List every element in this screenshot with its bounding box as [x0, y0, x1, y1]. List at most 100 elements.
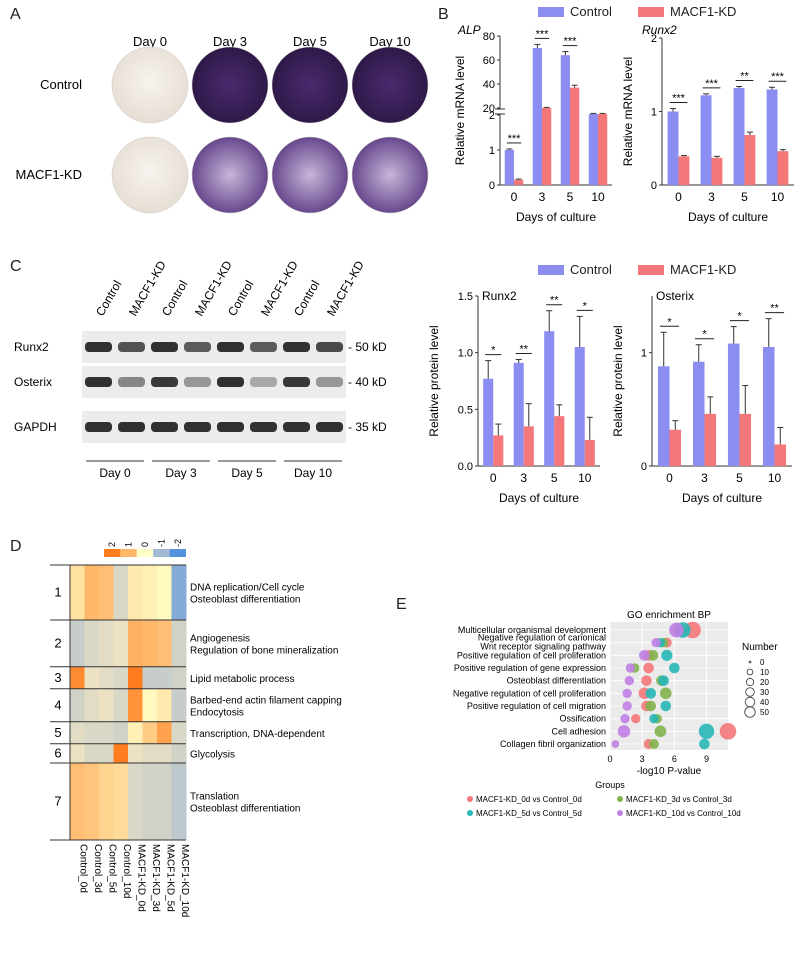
y-tick-label: 1: [489, 145, 495, 157]
cluster-annotation: Translation: [190, 792, 239, 803]
y-tick-label: 80: [483, 31, 495, 43]
significance-label: ***: [536, 28, 550, 40]
heatmap-cell: [99, 721, 114, 744]
legend-b: Control MACF1-KD: [538, 4, 798, 24]
colorbar-segment: [120, 549, 137, 557]
legend-kd-label: MACF1-KD: [670, 4, 737, 19]
cluster-annotation: Lipid metabolic process: [190, 674, 295, 685]
x-tick-label: 3: [520, 471, 527, 485]
legend-control-label: Control: [570, 262, 612, 277]
y-tick-label: 0.5: [458, 404, 473, 416]
cluster-annotation: Osteoblast differentiation: [190, 804, 300, 815]
group-legend-dot: [617, 796, 623, 802]
bar: [727, 343, 740, 466]
bar: [598, 114, 608, 185]
go-bubble: [659, 687, 672, 700]
heatmap-cell: [142, 763, 158, 840]
column-label: MACF1-KD_5d: [164, 844, 175, 912]
protein-label: Runx2: [14, 340, 49, 354]
go-bubble: [660, 700, 672, 712]
y-axis-label: Relative mRNA level: [453, 56, 467, 165]
heatmap-cell: [142, 620, 158, 667]
cluster-annotation: Regulation of bone mineralization: [190, 645, 338, 656]
heatmap-cell: [171, 688, 187, 722]
cluster-number: 4: [54, 697, 61, 712]
go-bubble: [654, 725, 667, 738]
go-term-label: Negative regulation of cell proliferatio…: [453, 688, 606, 698]
size-legend-title: Number: [742, 642, 778, 653]
plate-column-label: Day 5: [293, 34, 327, 49]
size-legend-label: 20: [760, 678, 769, 687]
panel-label-e: E: [396, 596, 407, 613]
cluster-annotation: Endocytosis: [190, 707, 244, 718]
mw-marker: - 35 kD: [348, 420, 387, 434]
heatmap-cell: [113, 666, 129, 689]
panel-label-c: C: [10, 258, 22, 275]
chart-title: Runx2: [482, 289, 517, 303]
go-term-label: Positive regulation of gene expression: [454, 663, 606, 673]
heatmap-cell: [99, 620, 114, 667]
x-tick-label: 10: [591, 190, 605, 204]
protein-band: [184, 342, 211, 352]
go-bubble: [617, 725, 631, 738]
go-term-label: Positive regulation of cell migration: [467, 701, 606, 711]
x-tick-label: 10: [768, 471, 782, 485]
go-bubble: [641, 675, 652, 686]
size-legend-circle: [744, 706, 756, 718]
heatmap-cell: [142, 565, 158, 620]
heatmap-cell: [157, 666, 172, 689]
y-tick-label: 1.0: [458, 348, 473, 360]
significance-label: **: [519, 343, 528, 355]
go-bubble: [658, 675, 669, 686]
group-legend-label: MACF1-KD_10d vs Control_10d: [626, 809, 741, 818]
go-bubble: [649, 739, 659, 749]
heatmap-cell: [171, 666, 187, 689]
go-bubble: [625, 663, 636, 673]
protein-band: [250, 422, 277, 432]
mw-marker: - 40 kD: [348, 375, 387, 389]
column-label: MACF1-KD_0d: [135, 844, 146, 912]
significance-label: ***: [705, 78, 719, 90]
cluster-annotation: Glycolysis: [190, 749, 235, 760]
significance-label: *: [667, 316, 672, 328]
heatmap-cell: [113, 763, 129, 840]
protein-band: [85, 422, 112, 432]
heatmap-cell: [157, 721, 172, 744]
heatmap-cell: [70, 688, 85, 722]
x-tick-label: 5: [736, 471, 743, 485]
legend-kd-swatch: [638, 265, 664, 275]
culture-plate: [111, 136, 189, 214]
panel-a-staining: Day 0 Day 3 Day 5 Day 10 Control MACF1-KD: [16, 34, 429, 214]
heatmap-cell: [142, 721, 158, 744]
heatmap-cell: [128, 721, 143, 744]
chart-title: Runx2: [642, 23, 677, 37]
heatmap-cell: [84, 721, 100, 744]
cluster-annotation: Transcription, DNA-dependent: [190, 729, 325, 740]
protein-band: [85, 377, 112, 387]
legend-control-swatch: [538, 7, 564, 17]
heatmap-cell: [171, 620, 187, 667]
lane-label: MACF1-KD: [324, 258, 367, 318]
bar: [554, 416, 565, 466]
plate-column-label: Day 3: [213, 34, 247, 49]
size-legend-circle: [745, 687, 755, 697]
plate-row-label: Control: [40, 77, 82, 92]
significance-label: *: [583, 300, 588, 312]
lane-label: Control: [93, 278, 124, 319]
bar: [704, 413, 717, 466]
bar: [700, 95, 712, 185]
heatmap-cell: [113, 688, 129, 722]
group-legend-dot: [467, 796, 473, 802]
protein-band: [217, 377, 244, 387]
go-term-label: Cell adhesion: [551, 726, 606, 736]
significance-label: **: [740, 71, 749, 83]
heatmap-cell: [128, 763, 143, 840]
group-legend-dot: [617, 810, 623, 816]
go-bubble: [622, 688, 632, 699]
group-label: Day 0: [99, 466, 131, 480]
bar: [669, 429, 682, 466]
protein-band: [151, 342, 178, 352]
go-bubble: [645, 700, 657, 712]
x-tick-label: 0: [675, 190, 682, 204]
bar: [504, 150, 514, 185]
